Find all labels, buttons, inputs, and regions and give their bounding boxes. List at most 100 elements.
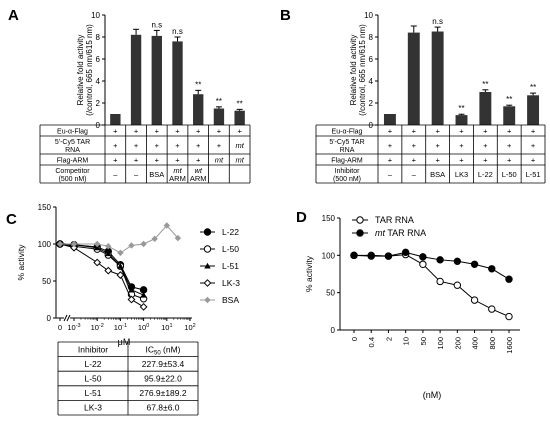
table-cell: L-22 xyxy=(84,359,101,369)
y-tick-label: 0 xyxy=(369,121,374,130)
legend-label: L-50 xyxy=(222,244,239,254)
table-cell: + xyxy=(459,156,464,165)
table-cell: + xyxy=(483,127,488,136)
significance-label: ** xyxy=(216,97,222,106)
table-row-label: Flag-ARM xyxy=(331,158,363,165)
y-tick-label: 50 xyxy=(326,289,335,298)
table-cell: Inhibitor xyxy=(78,344,108,354)
table-cell: + xyxy=(483,141,488,150)
table-cell: – xyxy=(113,170,118,179)
table-cell: + xyxy=(113,141,118,150)
table-cell: + xyxy=(175,141,180,150)
table-cell: mt xyxy=(173,166,182,175)
table-cell: 227.9±53.4 xyxy=(142,359,185,369)
table-cell: 276.9±189.2 xyxy=(139,388,186,398)
axis-break xyxy=(63,314,68,322)
marker xyxy=(174,234,182,242)
table-cell: LK3 xyxy=(455,170,468,179)
marker xyxy=(384,252,393,260)
table-cell: + xyxy=(113,156,118,165)
x-tick-label: 10-2 xyxy=(91,323,104,332)
marker xyxy=(117,263,124,269)
marker xyxy=(117,249,124,257)
panel-d: D 0 50 100 150 % activity 0 0.4 2 10 50 100 200 400 8… xyxy=(296,209,520,400)
table-cell: + xyxy=(412,141,417,150)
table-cell: + xyxy=(388,141,393,150)
significance-label: ** xyxy=(195,80,201,89)
y-tick-label: 50 xyxy=(42,277,51,286)
table-cell: BSA xyxy=(149,170,164,179)
marker xyxy=(70,240,78,248)
table-cell: mt xyxy=(235,141,244,150)
bar xyxy=(527,95,540,125)
marker xyxy=(151,235,158,243)
table-cell: ARM xyxy=(169,174,186,183)
marker xyxy=(56,240,64,248)
y-tick-label: 4 xyxy=(369,77,374,86)
marker xyxy=(163,222,170,229)
table-cell: + xyxy=(459,141,464,150)
bar xyxy=(151,35,162,125)
x-tick-label: 0 xyxy=(350,337,359,341)
marker xyxy=(128,242,135,249)
marker xyxy=(94,240,101,248)
table-cell: L-22 xyxy=(478,170,493,179)
table-cell: + xyxy=(507,156,512,165)
marker xyxy=(94,244,101,251)
table-cell: + xyxy=(196,141,201,150)
table-cell: + xyxy=(435,141,440,150)
table-cell: + xyxy=(412,156,417,165)
y-tick-label: 150 xyxy=(322,214,336,223)
marker xyxy=(128,286,135,293)
table-row-label: Competitor xyxy=(55,168,90,175)
bar xyxy=(193,94,204,125)
y-tick-label: 6 xyxy=(369,55,374,64)
table-cell: + xyxy=(531,141,536,150)
table-cell: + xyxy=(175,127,180,136)
bar xyxy=(172,41,183,125)
table-cell: + xyxy=(435,156,440,165)
marker xyxy=(453,281,462,289)
panel-a: A 0 2 4 6 8 10 Relative fold activity (/control… xyxy=(8,7,251,184)
marker xyxy=(116,271,125,279)
bar xyxy=(213,108,225,125)
significance-label: n.s xyxy=(432,17,443,26)
y-tick-label: 100 xyxy=(322,251,336,260)
y-tick-label: 2 xyxy=(369,99,374,108)
panel-b: B 0 2 4 6 8 10 Relative fold activity (/control… xyxy=(280,7,546,184)
y-axis-label: Relative fold activity xyxy=(349,35,358,106)
legend-label: L-51 xyxy=(222,261,239,271)
table-cell: – xyxy=(412,170,417,179)
table-cell: LK-3 xyxy=(84,403,102,413)
table-cell: 67.8±6.0 xyxy=(146,403,179,413)
table-cell: + xyxy=(435,127,440,136)
significance-label: ** xyxy=(458,104,464,113)
table-cell: + xyxy=(531,156,536,165)
bar xyxy=(503,106,516,125)
significance-label: n.s xyxy=(151,20,162,29)
x-tick-label: 50 xyxy=(419,337,428,345)
table-cell: + xyxy=(531,127,536,136)
y-tick-label: 2 xyxy=(96,99,101,108)
table-cell: + xyxy=(175,156,180,165)
significance-label: ** xyxy=(530,83,536,92)
series-line xyxy=(59,243,144,291)
x-tick-label: 100 xyxy=(138,323,149,332)
x-tick-label: 200 xyxy=(453,337,462,350)
panel-c-plot: 0 50 100 150 % activity 0 10-3 10-2 10-1 100 101 10… xyxy=(16,203,240,347)
table-cell: + xyxy=(412,127,417,136)
marker xyxy=(203,279,212,287)
marker xyxy=(93,258,102,267)
legend-label: TAR RNA xyxy=(375,215,414,225)
marker xyxy=(204,296,211,304)
marker xyxy=(104,266,113,275)
x-tick-label: 10-3 xyxy=(67,323,80,332)
bar xyxy=(455,115,468,125)
legend-label: mt TAR RNA xyxy=(375,228,426,238)
table-cell: wt xyxy=(194,166,202,175)
axis-break xyxy=(66,314,71,322)
table-row-label: RNA xyxy=(340,147,355,154)
